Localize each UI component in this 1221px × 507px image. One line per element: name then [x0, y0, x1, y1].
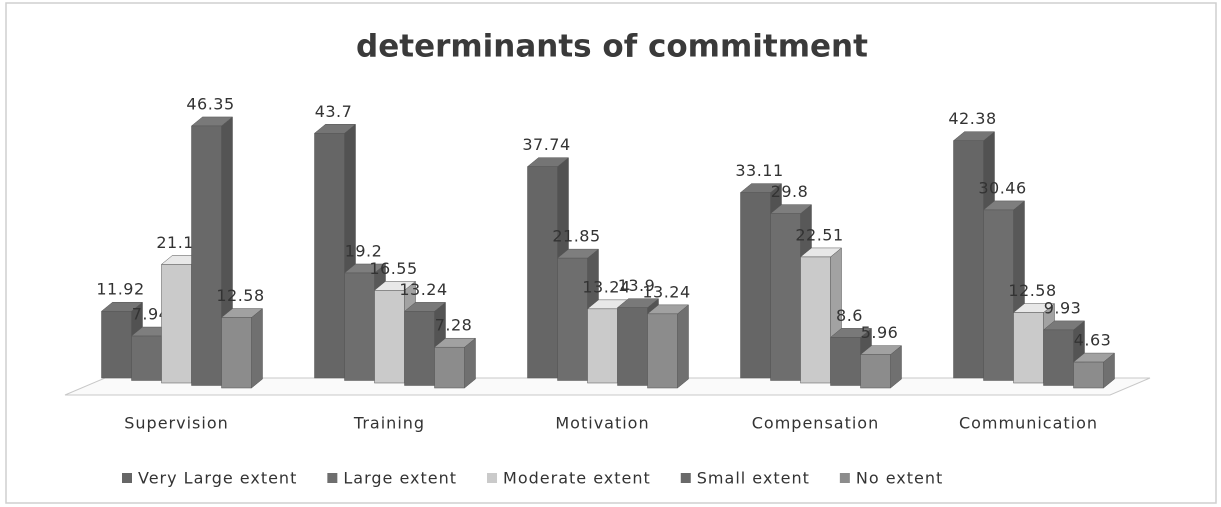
bar	[191, 125, 222, 386]
data-label: 21.85	[552, 227, 600, 246]
legend-label: Very Large extent	[138, 469, 297, 488]
bar	[740, 192, 771, 379]
bar	[860, 354, 891, 389]
data-label: 42.38	[948, 109, 996, 128]
bar	[527, 166, 558, 379]
data-label: 12.58	[216, 286, 264, 305]
legend-swatch	[839, 473, 850, 483]
x-tick-label: Training	[353, 414, 425, 433]
bar	[344, 272, 375, 381]
bar	[161, 264, 192, 384]
data-label: 5.96	[861, 323, 899, 342]
bar	[434, 346, 465, 389]
bar	[830, 337, 861, 386]
bar-side	[251, 308, 263, 389]
bar	[770, 213, 801, 381]
legend-label: Small extent	[697, 469, 810, 488]
bar	[983, 209, 1014, 381]
data-label: 33.11	[735, 161, 783, 180]
legend-swatch	[680, 473, 691, 483]
data-label: 19.2	[345, 241, 383, 260]
bar	[314, 133, 345, 379]
data-label: 11.92	[96, 280, 144, 299]
bar	[1043, 329, 1074, 386]
data-label: 8.6	[836, 306, 863, 325]
bar	[374, 290, 405, 384]
data-label: 46.35	[186, 94, 234, 113]
legend-label: Moderate extent	[503, 469, 651, 488]
bar	[557, 257, 588, 381]
data-label: 29.8	[771, 182, 809, 201]
bar	[1073, 361, 1104, 389]
data-label: 13.24	[582, 277, 630, 296]
data-label: 4.63	[1074, 331, 1112, 350]
data-label: 13.9	[618, 276, 656, 295]
data-label: 9.93	[1044, 298, 1082, 317]
data-label: 13.24	[399, 280, 447, 299]
legend-swatch	[487, 473, 498, 483]
x-tick-label: Communication	[959, 414, 1098, 433]
bar	[404, 311, 435, 386]
data-label: 30.46	[978, 178, 1026, 197]
data-label: 16.55	[369, 259, 417, 278]
bar	[617, 307, 648, 386]
data-label: 12.58	[1008, 281, 1056, 300]
bar	[221, 317, 252, 389]
bar	[131, 335, 162, 381]
data-label: 37.74	[522, 135, 570, 154]
x-tick-label: Supervision	[124, 414, 229, 433]
data-label: 7.94	[132, 305, 170, 324]
legend-label: No extent	[856, 469, 943, 488]
data-label: 7.28	[435, 316, 473, 335]
data-label: 43.7	[315, 102, 353, 121]
bar	[647, 313, 678, 389]
bar	[800, 256, 831, 384]
x-tick-label: Motivation	[555, 414, 649, 433]
x-tick-label: Compensation	[752, 414, 879, 433]
data-label: 22.51	[795, 225, 843, 244]
data-label: 13.24	[642, 282, 690, 301]
legend-swatch	[122, 473, 132, 483]
bar-side	[677, 304, 689, 389]
legend-swatch	[327, 473, 338, 483]
chart-title: determinants of commitment	[356, 29, 868, 65]
legend-label: Large extent	[343, 469, 457, 488]
bar	[587, 308, 618, 384]
bar	[1013, 312, 1044, 384]
bar	[101, 310, 132, 379]
bar	[953, 140, 984, 379]
